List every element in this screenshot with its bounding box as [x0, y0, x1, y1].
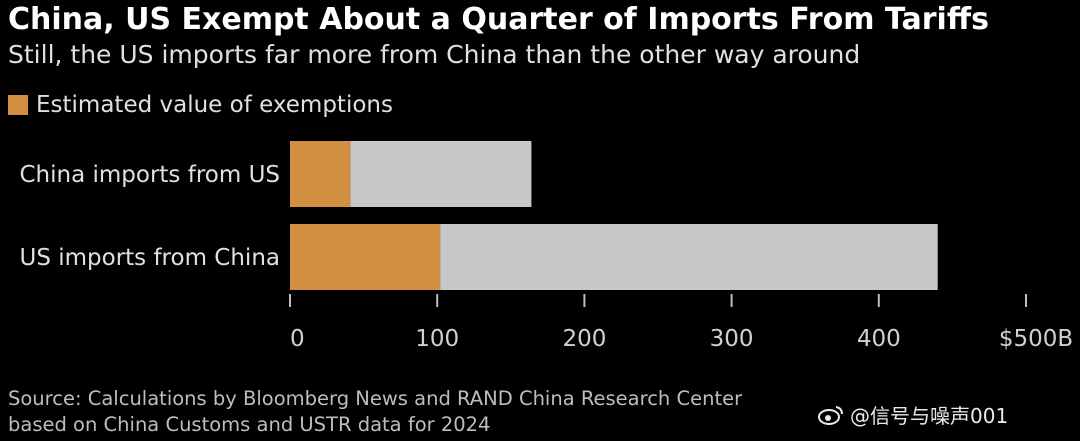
- source-note: Source: Calculations by Bloomberg News a…: [8, 386, 742, 438]
- category-label: US imports from China: [19, 245, 280, 271]
- bar-segment-exemptions: [290, 224, 441, 290]
- x-tick-label: 400: [857, 326, 901, 352]
- x-tick-label: $500B: [999, 326, 1073, 352]
- bar-segment-exemptions: [290, 141, 351, 207]
- watermark-text: @信号与噪声001: [850, 404, 1009, 428]
- x-tick-label: 0: [290, 326, 305, 352]
- x-tick-label: 200: [562, 326, 606, 352]
- legend-label-exemptions: Estimated value of exemptions: [36, 92, 393, 118]
- category-label: China imports from US: [19, 162, 280, 188]
- source-line-2: based on China Customs and USTR data for…: [8, 413, 491, 436]
- legend-swatch-exemptions: [8, 95, 28, 115]
- x-tick-label: 300: [710, 326, 754, 352]
- chart-subtitle: Still, the US imports far more from Chin…: [8, 40, 861, 69]
- bar-segment-remainder: [350, 141, 532, 207]
- bar-segment-remainder: [440, 224, 938, 290]
- watermark: @信号与噪声001: [818, 400, 1008, 429]
- weibo-icon: [818, 405, 843, 425]
- legend: Estimated value of exemptions: [8, 92, 393, 118]
- chart-title: China, US Exempt About a Quarter of Impo…: [8, 2, 989, 37]
- source-line-1: Source: Calculations by Bloomberg News a…: [8, 387, 743, 410]
- x-tick-label: 100: [415, 326, 459, 352]
